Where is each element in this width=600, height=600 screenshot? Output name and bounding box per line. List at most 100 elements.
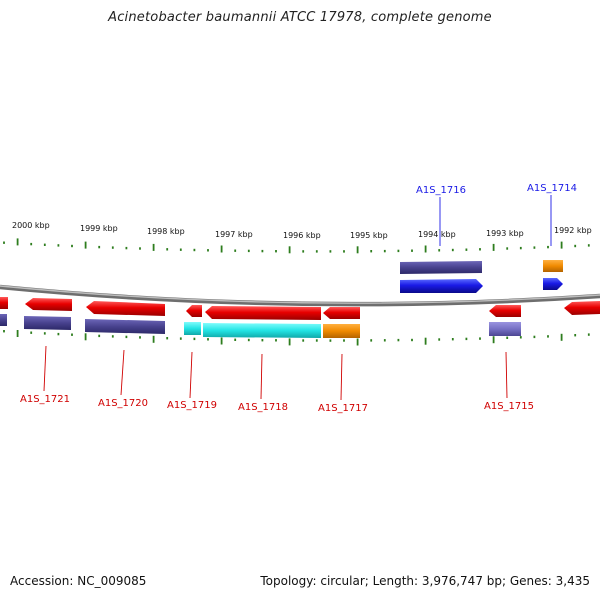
ruler-minor-tick <box>111 335 114 338</box>
ruler-minor-tick <box>547 335 549 338</box>
ruler-major-tick <box>492 336 495 344</box>
ruler-minor-tick <box>587 333 590 336</box>
ruler-label: 1999 kbp <box>80 224 118 233</box>
callout-lines <box>43 195 552 401</box>
gene-a1s-1713-partial[interactable] <box>564 301 600 315</box>
feature-purple-1721[interactable] <box>24 316 71 330</box>
topology-text: Topology: circular; Length: 3,976,747 bp… <box>260 574 590 588</box>
gene-a1s-1715[interactable] <box>489 305 521 317</box>
ruler-minor-tick <box>329 339 332 342</box>
ruler-minor-tick <box>179 248 182 251</box>
ruler-minor-tick <box>411 249 413 252</box>
ruler-major-tick <box>288 246 291 254</box>
ruler-minor-tick <box>3 241 5 244</box>
ruler-minor-tick <box>43 332 46 335</box>
ruler-major-tick <box>492 243 495 251</box>
gene-label[interactable]: A1S_1714 <box>527 183 577 194</box>
gene-label[interactable]: A1S_1721 <box>20 394 70 405</box>
gene-label[interactable]: A1S_1715 <box>484 401 534 412</box>
ruler-label: 2000 kbp <box>12 221 50 230</box>
ruler-minor-tick <box>125 335 128 339</box>
ruler-minor-tick <box>479 248 481 251</box>
ruler-major-tick <box>152 243 155 251</box>
gene-a1s-1717[interactable] <box>323 307 360 319</box>
gene-a1s-1719[interactable] <box>186 305 202 317</box>
ruler-minor-tick <box>166 337 169 340</box>
ruler-ticks-outer <box>3 238 590 254</box>
ruler-minor-tick <box>71 333 73 336</box>
gene-a1s-1718[interactable] <box>205 306 321 320</box>
ruler-major-tick <box>424 245 427 253</box>
ruler-minor-tick <box>587 244 590 247</box>
ruler-minor-tick <box>438 249 441 252</box>
ruler-major-tick <box>560 241 563 249</box>
ruler-minor-tick <box>302 250 305 253</box>
forward-features <box>400 260 563 293</box>
ruler-minor-tick <box>465 248 468 251</box>
ruler-minor-tick <box>98 334 101 338</box>
ruler-major-tick <box>220 245 223 253</box>
ruler-minor-tick <box>438 338 441 341</box>
feature-purple-1716[interactable] <box>400 261 482 274</box>
gene-a1s-1721[interactable] <box>25 298 72 311</box>
feature-cyan-1718[interactable] <box>203 323 321 338</box>
ruler-minor-tick <box>193 337 196 341</box>
ruler-minor-tick <box>261 339 264 342</box>
ruler-minor-tick <box>207 249 209 252</box>
feature-purple-partial[interactable] <box>0 314 7 326</box>
ruler-label: 1996 kbp <box>283 231 321 240</box>
ruler-minor-tick <box>261 249 264 253</box>
gene-a1s-1720[interactable] <box>86 301 165 316</box>
gene-a1s-1722-partial[interactable] <box>0 297 8 309</box>
feature-purple-1720[interactable] <box>85 319 165 334</box>
ruler-minor-tick <box>329 250 332 253</box>
ruler-minor-tick <box>343 339 345 342</box>
ruler-minor-tick <box>574 334 577 337</box>
ruler-minor-tick <box>193 248 196 252</box>
gene-a1s-1716[interactable] <box>400 279 483 293</box>
ruler-major-tick <box>16 330 19 337</box>
ruler-minor-tick <box>179 337 182 340</box>
ruler-minor-tick <box>519 246 522 250</box>
gene-label[interactable]: A1S_1717 <box>318 403 368 414</box>
ruler-minor-tick <box>451 248 454 252</box>
gene-label[interactable]: A1S_1718 <box>238 402 288 413</box>
ruler-label: 1993 kbp <box>486 229 524 238</box>
reverse-features <box>0 297 600 338</box>
gene-label[interactable]: A1S_1716 <box>416 185 466 196</box>
feature-lavender-1715[interactable] <box>489 322 521 336</box>
ruler-minor-tick <box>275 250 277 253</box>
accession-text: Accession: NC_009085 <box>10 574 147 588</box>
ruler-major-tick <box>288 338 291 346</box>
feature-orange-1714[interactable] <box>543 260 563 272</box>
gene-labels: A1S_1716 A1S_1714 A1S_1721 A1S_1720 A1S_… <box>20 183 577 414</box>
ruler-minor-tick <box>383 249 386 253</box>
ruler-minor-tick <box>519 336 522 339</box>
ruler-major-tick <box>356 246 359 254</box>
ruler-minor-tick <box>247 338 250 342</box>
ruler-labels: 2000 kbp 1999 kbp 1998 kbp 1997 kbp 1996… <box>12 221 592 240</box>
ruler-minor-tick <box>57 244 60 247</box>
gene-label[interactable]: A1S_1719 <box>167 400 217 411</box>
ruler-minor-tick <box>533 335 536 339</box>
ruler-minor-tick <box>383 339 386 342</box>
ruler-major-tick <box>152 335 155 343</box>
gene-label[interactable]: A1S_1720 <box>98 398 148 409</box>
ruler-major-tick <box>356 338 359 346</box>
feature-orange-1717[interactable] <box>323 324 360 338</box>
ruler-minor-tick <box>111 246 114 249</box>
ruler-minor-tick <box>71 244 73 248</box>
ruler-minor-tick <box>302 339 305 342</box>
ruler-minor-tick <box>30 331 33 334</box>
ruler-minor-tick <box>397 249 400 253</box>
ruler-minor-tick <box>275 339 277 342</box>
ruler-label: 1994 kbp <box>418 230 456 239</box>
ruler-minor-tick <box>451 338 454 341</box>
ruler-minor-tick <box>506 247 509 250</box>
ruler-major-tick <box>16 238 19 246</box>
gene-a1s-1714[interactable] <box>543 278 563 290</box>
ruler-minor-tick <box>3 330 5 333</box>
ruler-major-tick <box>84 241 87 249</box>
feature-cyan-1719[interactable] <box>184 322 201 335</box>
